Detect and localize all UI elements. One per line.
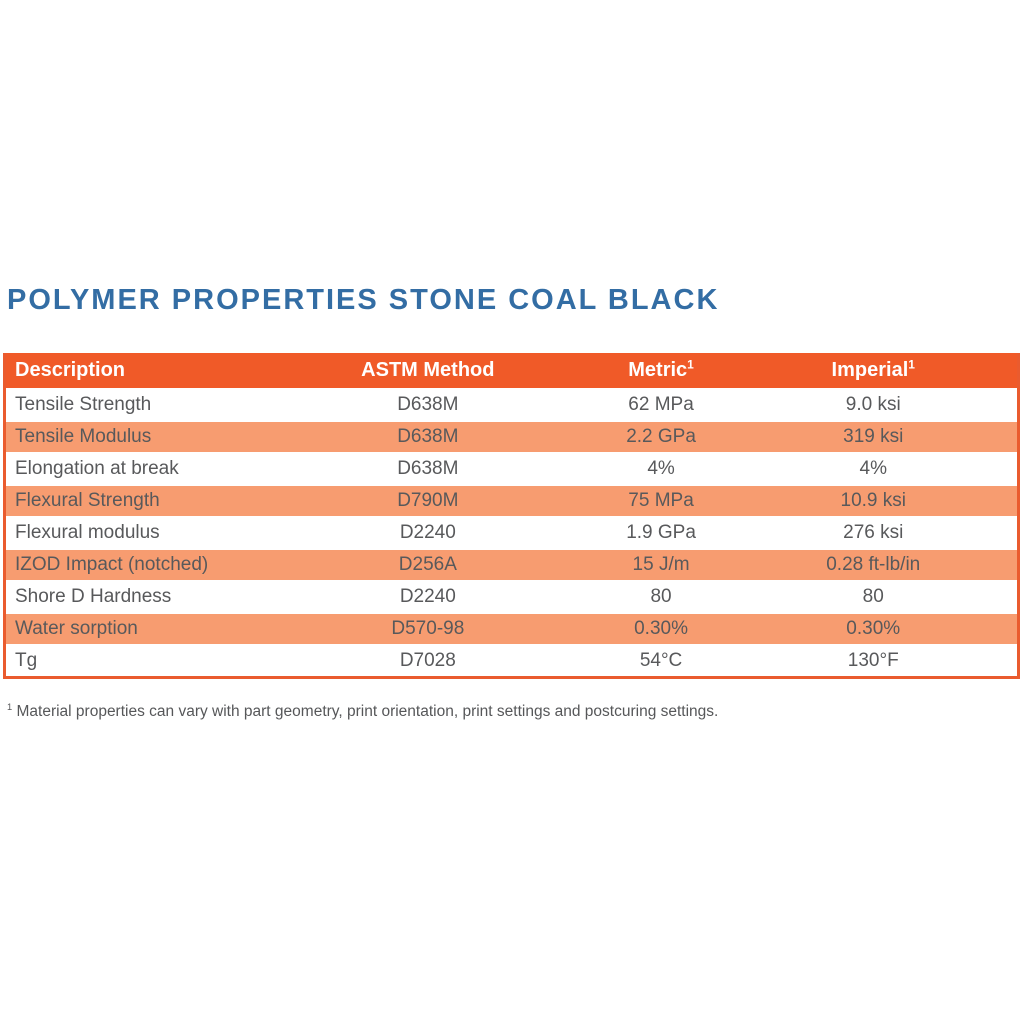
cell-astm_method: D570-98 <box>391 618 465 639</box>
cell-astm_method: D2240 <box>399 522 456 543</box>
cell-description: Water sorption <box>15 618 138 639</box>
column-header-label: Description <box>15 359 126 381</box>
page-title: POLYMER PROPERTIES STONE COAL BLACK <box>7 284 720 316</box>
cell-metric: 75 MPa <box>628 490 694 511</box>
cell-description: Elongation at break <box>15 458 179 479</box>
cell-description: IZOD Impact (notched) <box>15 554 209 575</box>
table-row: Flexural modulus D2240 1.9 GPa 276 ksi <box>4 517 1019 549</box>
column-header-label: ASTM Method <box>361 359 495 381</box>
cell-imperial: 9.0 ksi <box>845 394 901 415</box>
cell-imperial: 276 ksi <box>843 522 904 543</box>
table-body: Tensile Strength D638M 62 MPa 9.0 ksi Tensil… <box>4 389 1019 677</box>
cell-astm_method: D7028 <box>399 649 456 671</box>
cell-description: Tensile Strength <box>15 394 152 415</box>
footnote-superscript: 1 <box>7 701 13 712</box>
cell-imperial: 0.30% <box>846 618 901 639</box>
cell-description: Tg <box>15 649 38 671</box>
cell-imperial: 10.9 ksi <box>840 490 906 511</box>
cell-astm_method: D256A <box>398 554 457 575</box>
table-row: Tg D7028 54°C 130°F <box>4 645 1019 677</box>
cell-imperial: 319 ksi <box>843 426 904 447</box>
footnote: 1 Material properties can vary with part… <box>7 701 719 721</box>
table-row: Water sorption D570-98 0.30% 0.30% <box>4 613 1019 645</box>
cell-astm_method: D790M <box>397 490 459 511</box>
column-header-metric: Metric1 <box>592 353 730 390</box>
cell-astm_method: D2240 <box>399 586 456 607</box>
cell-metric: 1.9 GPa <box>626 522 696 543</box>
cell-metric: 4% <box>647 458 675 479</box>
table-row: Tensile Modulus D638M 2.2 GPa 319 ksi <box>4 421 1019 453</box>
cell-imperial: 4% <box>859 458 887 479</box>
cell-imperial: 80 <box>862 586 884 607</box>
column-header-description: Description <box>4 353 264 390</box>
table-row: Tensile Strength D638M 62 MPa 9.0 ksi <box>4 389 1019 421</box>
column-header-imperial: Imperial1 <box>729 353 1019 390</box>
cell-description: Shore D Hardness <box>15 586 172 607</box>
cell-metric: 2.2 GPa <box>626 426 696 447</box>
cell-description: Flexural Strength <box>15 490 160 511</box>
polymer-properties-table: Description ASTM Method Metric1 Imperial1 T… <box>3 353 1020 679</box>
table-row: IZOD Impact (notched) D256A 15 J/m 0.28 ft-… <box>4 549 1019 581</box>
cell-metric: 54°C <box>639 649 683 671</box>
table-row: Flexural Strength D790M 75 MPa 10.9 ksi <box>4 485 1019 517</box>
cell-description: Flexural modulus <box>15 522 160 543</box>
column-header-superscript: 1 <box>687 357 694 372</box>
table-header-row: Description ASTM Method Metric1 Imperial1 <box>4 353 1019 390</box>
column-header-astm_method: ASTM Method <box>263 353 593 390</box>
cell-metric: 62 MPa <box>628 394 694 415</box>
cell-metric: 15 J/m <box>632 554 690 575</box>
footnote-text: Material properties can vary with part g… <box>16 703 719 720</box>
cell-imperial: 0.28 ft-lb/in <box>826 554 921 575</box>
cell-metric: 80 <box>650 586 672 607</box>
cell-description: Tensile Modulus <box>15 426 152 447</box>
cell-astm_method: D638M <box>397 394 459 415</box>
table-row: Elongation at break D638M 4% 4% <box>4 453 1019 485</box>
cell-metric: 0.30% <box>634 618 688 639</box>
cell-astm_method: D638M <box>397 458 459 479</box>
cell-imperial: 130°F <box>847 649 899 671</box>
table-header: Description ASTM Method Metric1 Imperial1 <box>4 353 1019 390</box>
column-header-label: Metric <box>628 359 688 381</box>
cell-astm_method: D638M <box>397 426 459 447</box>
column-header-superscript: 1 <box>908 357 915 372</box>
column-header-label: Imperial <box>831 359 909 381</box>
table-row: Shore D Hardness D2240 80 80 <box>4 581 1019 613</box>
